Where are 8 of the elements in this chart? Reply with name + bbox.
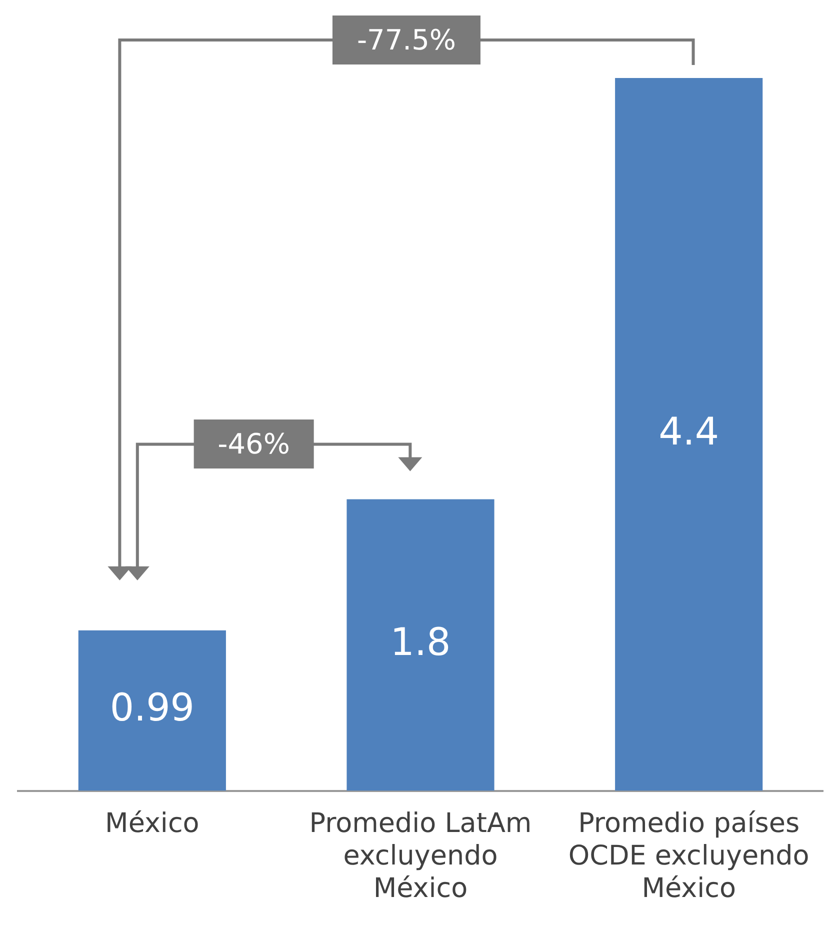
text: -77.5%	[332, 16, 480, 64]
data-label: 0.99	[110, 685, 194, 730]
x-tick-label: Promedio LatAm excluyendo México	[309, 808, 532, 904]
annotation: -46%	[194, 420, 314, 469]
x-tick-label: Promedio países OCDE excluyendo México	[568, 808, 810, 904]
data-label: 1.8	[390, 620, 451, 664]
x-tick-label: México	[105, 808, 200, 840]
data-label: 4.4	[658, 409, 720, 454]
